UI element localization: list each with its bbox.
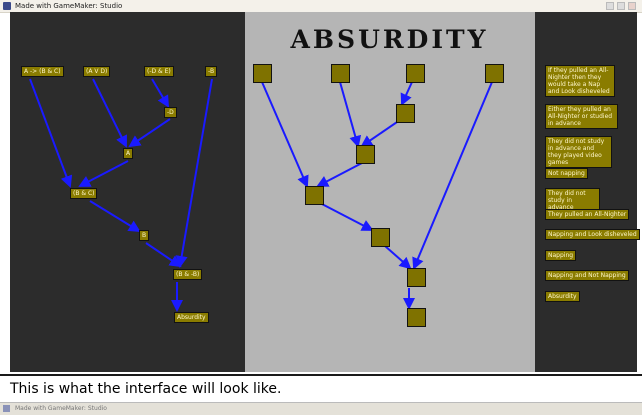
wire-mid-4 [360, 119, 401, 148]
wire-mid-1 [261, 81, 309, 188]
slot-premise-1[interactable] [253, 64, 272, 83]
caption-bar: This is what the interface will look lik… [0, 374, 642, 402]
proof-node-a-implies-bc[interactable]: A -> (B & C) [21, 66, 64, 77]
gamemaker-app-icon [3, 405, 10, 412]
wire-left-4 [128, 118, 171, 148]
proof-node-absurdity[interactable]: Absurdity [174, 312, 209, 323]
slot-premise-2[interactable] [331, 64, 350, 83]
wire-mid-7 [384, 245, 412, 270]
window-title: Made with GameMaker: Studio [15, 2, 123, 10]
slot-step-contradiction[interactable] [407, 268, 426, 287]
proof-node-not-b[interactable]: -B [205, 66, 218, 77]
sentence-card[interactable]: They did not study in advance and they p… [545, 136, 612, 168]
sentence-card[interactable]: If they pulled an All-Nighter then they … [545, 65, 615, 97]
sentence-card[interactable]: Napping and Look disheveled [545, 229, 640, 240]
wire-mid-5 [316, 162, 363, 187]
wire-mid-8 [412, 81, 493, 270]
proof-node-a[interactable]: A [123, 148, 134, 159]
wire-left-2 [92, 78, 127, 148]
sentence-card[interactable]: Napping [545, 250, 577, 261]
maximize-button[interactable] [617, 2, 625, 10]
close-button[interactable] [628, 2, 636, 10]
sentence-card[interactable]: Either they pulled an All-Nighter or stu… [545, 104, 618, 129]
slot-premise-4[interactable] [485, 64, 504, 83]
slot-conclusion[interactable] [407, 308, 426, 327]
sentence-card[interactable]: Absurdity [545, 291, 580, 302]
slot-premise-3[interactable] [406, 64, 425, 83]
slot-step-b[interactable] [371, 228, 390, 247]
proof-node-not-d[interactable]: -D [164, 107, 177, 118]
absurdity-title: Absurdity [290, 25, 489, 54]
proof-node-b-and-not-b[interactable]: (B & -B) [173, 269, 203, 280]
sentence-card[interactable]: Not napping [545, 168, 588, 179]
proof-node-a-or-d[interactable]: (A V D) [83, 66, 111, 77]
sentence-card[interactable]: They did not study in advance [545, 188, 600, 213]
wire-left-5 [78, 160, 129, 187]
proof-node-not-d-and-e[interactable]: (-D & E) [144, 66, 174, 77]
wire-left-7 [145, 242, 182, 268]
slot-step-not-d[interactable] [396, 104, 415, 123]
wire-left-8 [175, 78, 213, 268]
wire-mid-6 [319, 202, 374, 231]
proof-node-b-and-c[interactable]: (B & C) [70, 188, 98, 199]
background-window-strip: Made with GameMaker: Studio [0, 402, 642, 415]
slot-step-a[interactable] [356, 145, 375, 164]
wire-left-3 [151, 78, 170, 108]
sentence-card[interactable]: Napping and Not Napping [545, 270, 629, 281]
background-window-title: Made with GameMaker: Studio [15, 405, 107, 412]
wire-left-1 [29, 78, 73, 188]
wire-mid-3 [400, 81, 413, 106]
gamemaker-app-icon [3, 2, 11, 10]
sentence-card[interactable]: They pulled an All-Nighter [545, 209, 630, 220]
proof-node-b[interactable]: B [139, 230, 150, 241]
caption-text: This is what the interface will look lik… [10, 381, 282, 397]
wire-left-6 [89, 200, 141, 233]
slot-step-b-and-c[interactable] [305, 186, 324, 205]
minimize-button[interactable] [606, 2, 614, 10]
wire-mid-2 [339, 81, 362, 148]
